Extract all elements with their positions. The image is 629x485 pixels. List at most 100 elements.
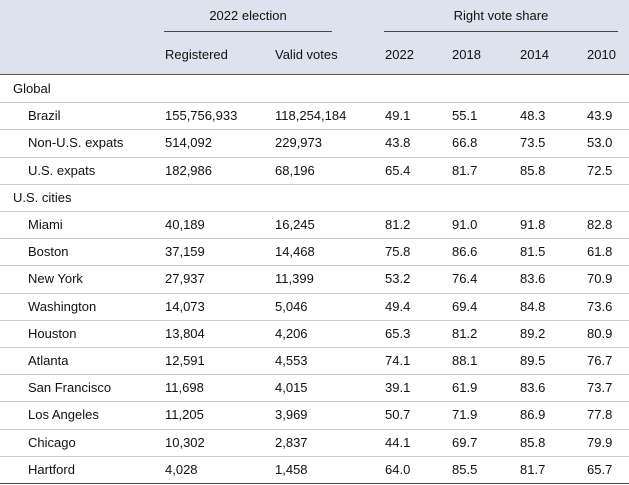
cell-right-2010: 43.9 [587,108,613,123]
cell-registered: 11,205 [165,407,204,422]
cell-right-2014: 81.5 [520,244,546,259]
cell-right-2018: 71.9 [452,407,478,422]
cell-right-2022: 65.3 [385,326,411,341]
cell-right-2014: 81.7 [520,462,546,477]
cell-valid-votes: 3,969 [275,407,308,422]
cell-right-2022: 64.0 [385,462,411,477]
row-name: Hartford [28,462,75,477]
cell-right-2010: 73.6 [587,299,613,314]
cell-right-2018: 91.0 [452,217,478,232]
cell-registered: 155,756,933 [165,108,238,123]
cell-right-2018: 76.4 [452,271,478,286]
column-header-registered: Registered [165,47,228,62]
cell-valid-votes: 229,973 [275,135,322,150]
cell-right-2010: 79.9 [587,435,613,450]
cell-right-2022: 74.1 [385,353,411,368]
cell-right-2010: 72.5 [587,163,613,178]
cell-right-2018: 55.1 [452,108,478,123]
cell-right-2010: 82.8 [587,217,613,232]
cell-right-2014: 83.6 [520,380,546,395]
row-name: Miami [28,217,63,232]
row-name: San Francisco [28,380,112,395]
cell-registered: 27,937 [165,271,205,286]
cell-right-2014: 89.2 [520,326,546,341]
cell-right-2010: 77.8 [587,407,613,422]
cell-right-2010: 70.9 [587,271,613,286]
row-name: New York [28,271,83,286]
cell-right-2022: 81.2 [385,217,411,232]
row-divider [0,265,629,266]
header-rule [0,74,629,75]
row-divider [0,157,629,158]
cell-registered: 12,591 [165,353,205,368]
cell-right-2022: 75.8 [385,244,411,259]
cell-valid-votes: 16,245 [275,217,315,232]
section-title: Global [13,81,51,96]
cell-registered: 4,028 [165,462,198,477]
row-name: Non-U.S. expats [28,135,124,150]
row-divider [0,238,629,239]
cell-right-2010: 73.7 [587,380,613,395]
cell-right-2014: 73.5 [520,135,546,150]
cell-right-2022: 43.8 [385,135,411,150]
cell-valid-votes: 118,254,184 [275,108,347,123]
cell-registered: 13,804 [165,326,205,341]
cell-right-2022: 50.7 [385,407,411,422]
column-header-2022: 2022 [385,47,414,62]
row-name: Atlanta [28,353,69,368]
cell-valid-votes: 14,468 [275,244,315,259]
cell-right-2010: 80.9 [587,326,613,341]
cell-right-2022: 44.1 [385,435,411,450]
group-underline-vote-share [384,31,618,32]
column-header-2010: 2010 [587,47,616,62]
cell-right-2010: 61.8 [587,244,613,259]
cell-right-2018: 66.8 [452,135,478,150]
cell-right-2022: 65.4 [385,163,411,178]
row-name: U.S. expats [28,163,96,178]
cell-right-2018: 81.7 [452,163,478,178]
cell-right-2014: 84.8 [520,299,546,314]
table-header: 2022 election Right vote share Registere… [0,0,629,74]
cell-valid-votes: 11,399 [275,271,314,286]
row-name: Washington [28,299,97,314]
cell-registered: 40,189 [165,217,205,232]
cell-registered: 514,092 [165,135,212,150]
row-divider [0,184,629,185]
row-divider [0,293,629,294]
cell-right-2018: 61.9 [452,380,478,395]
column-header-valid-votes: Valid votes [275,47,338,62]
cell-right-2022: 39.1 [385,380,411,395]
column-header-2014: 2014 [520,47,549,62]
cell-right-2014: 83.6 [520,271,546,286]
row-name: Brazil [28,108,61,123]
cell-right-2014: 48.3 [520,108,546,123]
cell-right-2022: 49.1 [385,108,411,123]
row-divider [0,401,629,402]
cell-valid-votes: 68,196 [275,163,315,178]
row-divider [0,347,629,348]
cell-right-2010: 53.0 [587,135,613,150]
cell-right-2018: 69.4 [452,299,478,314]
cell-valid-votes: 2,837 [275,435,308,450]
row-name: Chicago [28,435,76,450]
row-divider [0,129,629,130]
row-divider [0,102,629,103]
column-header-2018: 2018 [452,47,481,62]
row-divider [0,374,629,375]
row-name: Houston [28,326,77,341]
cell-right-2014: 85.8 [520,435,546,450]
bottom-rule [0,483,629,484]
cell-right-2018: 86.6 [452,244,478,259]
cell-right-2010: 76.7 [587,353,613,368]
cell-right-2014: 91.8 [520,217,546,232]
cell-valid-votes: 5,046 [275,299,308,314]
cell-right-2014: 86.9 [520,407,546,422]
cell-right-2022: 53.2 [385,271,411,286]
cell-valid-votes: 4,553 [275,353,308,368]
cell-right-2022: 49.4 [385,299,411,314]
row-name: Los Angeles [28,407,99,422]
row-divider [0,456,629,457]
row-name: Boston [28,244,69,259]
cell-registered: 14,073 [165,299,205,314]
